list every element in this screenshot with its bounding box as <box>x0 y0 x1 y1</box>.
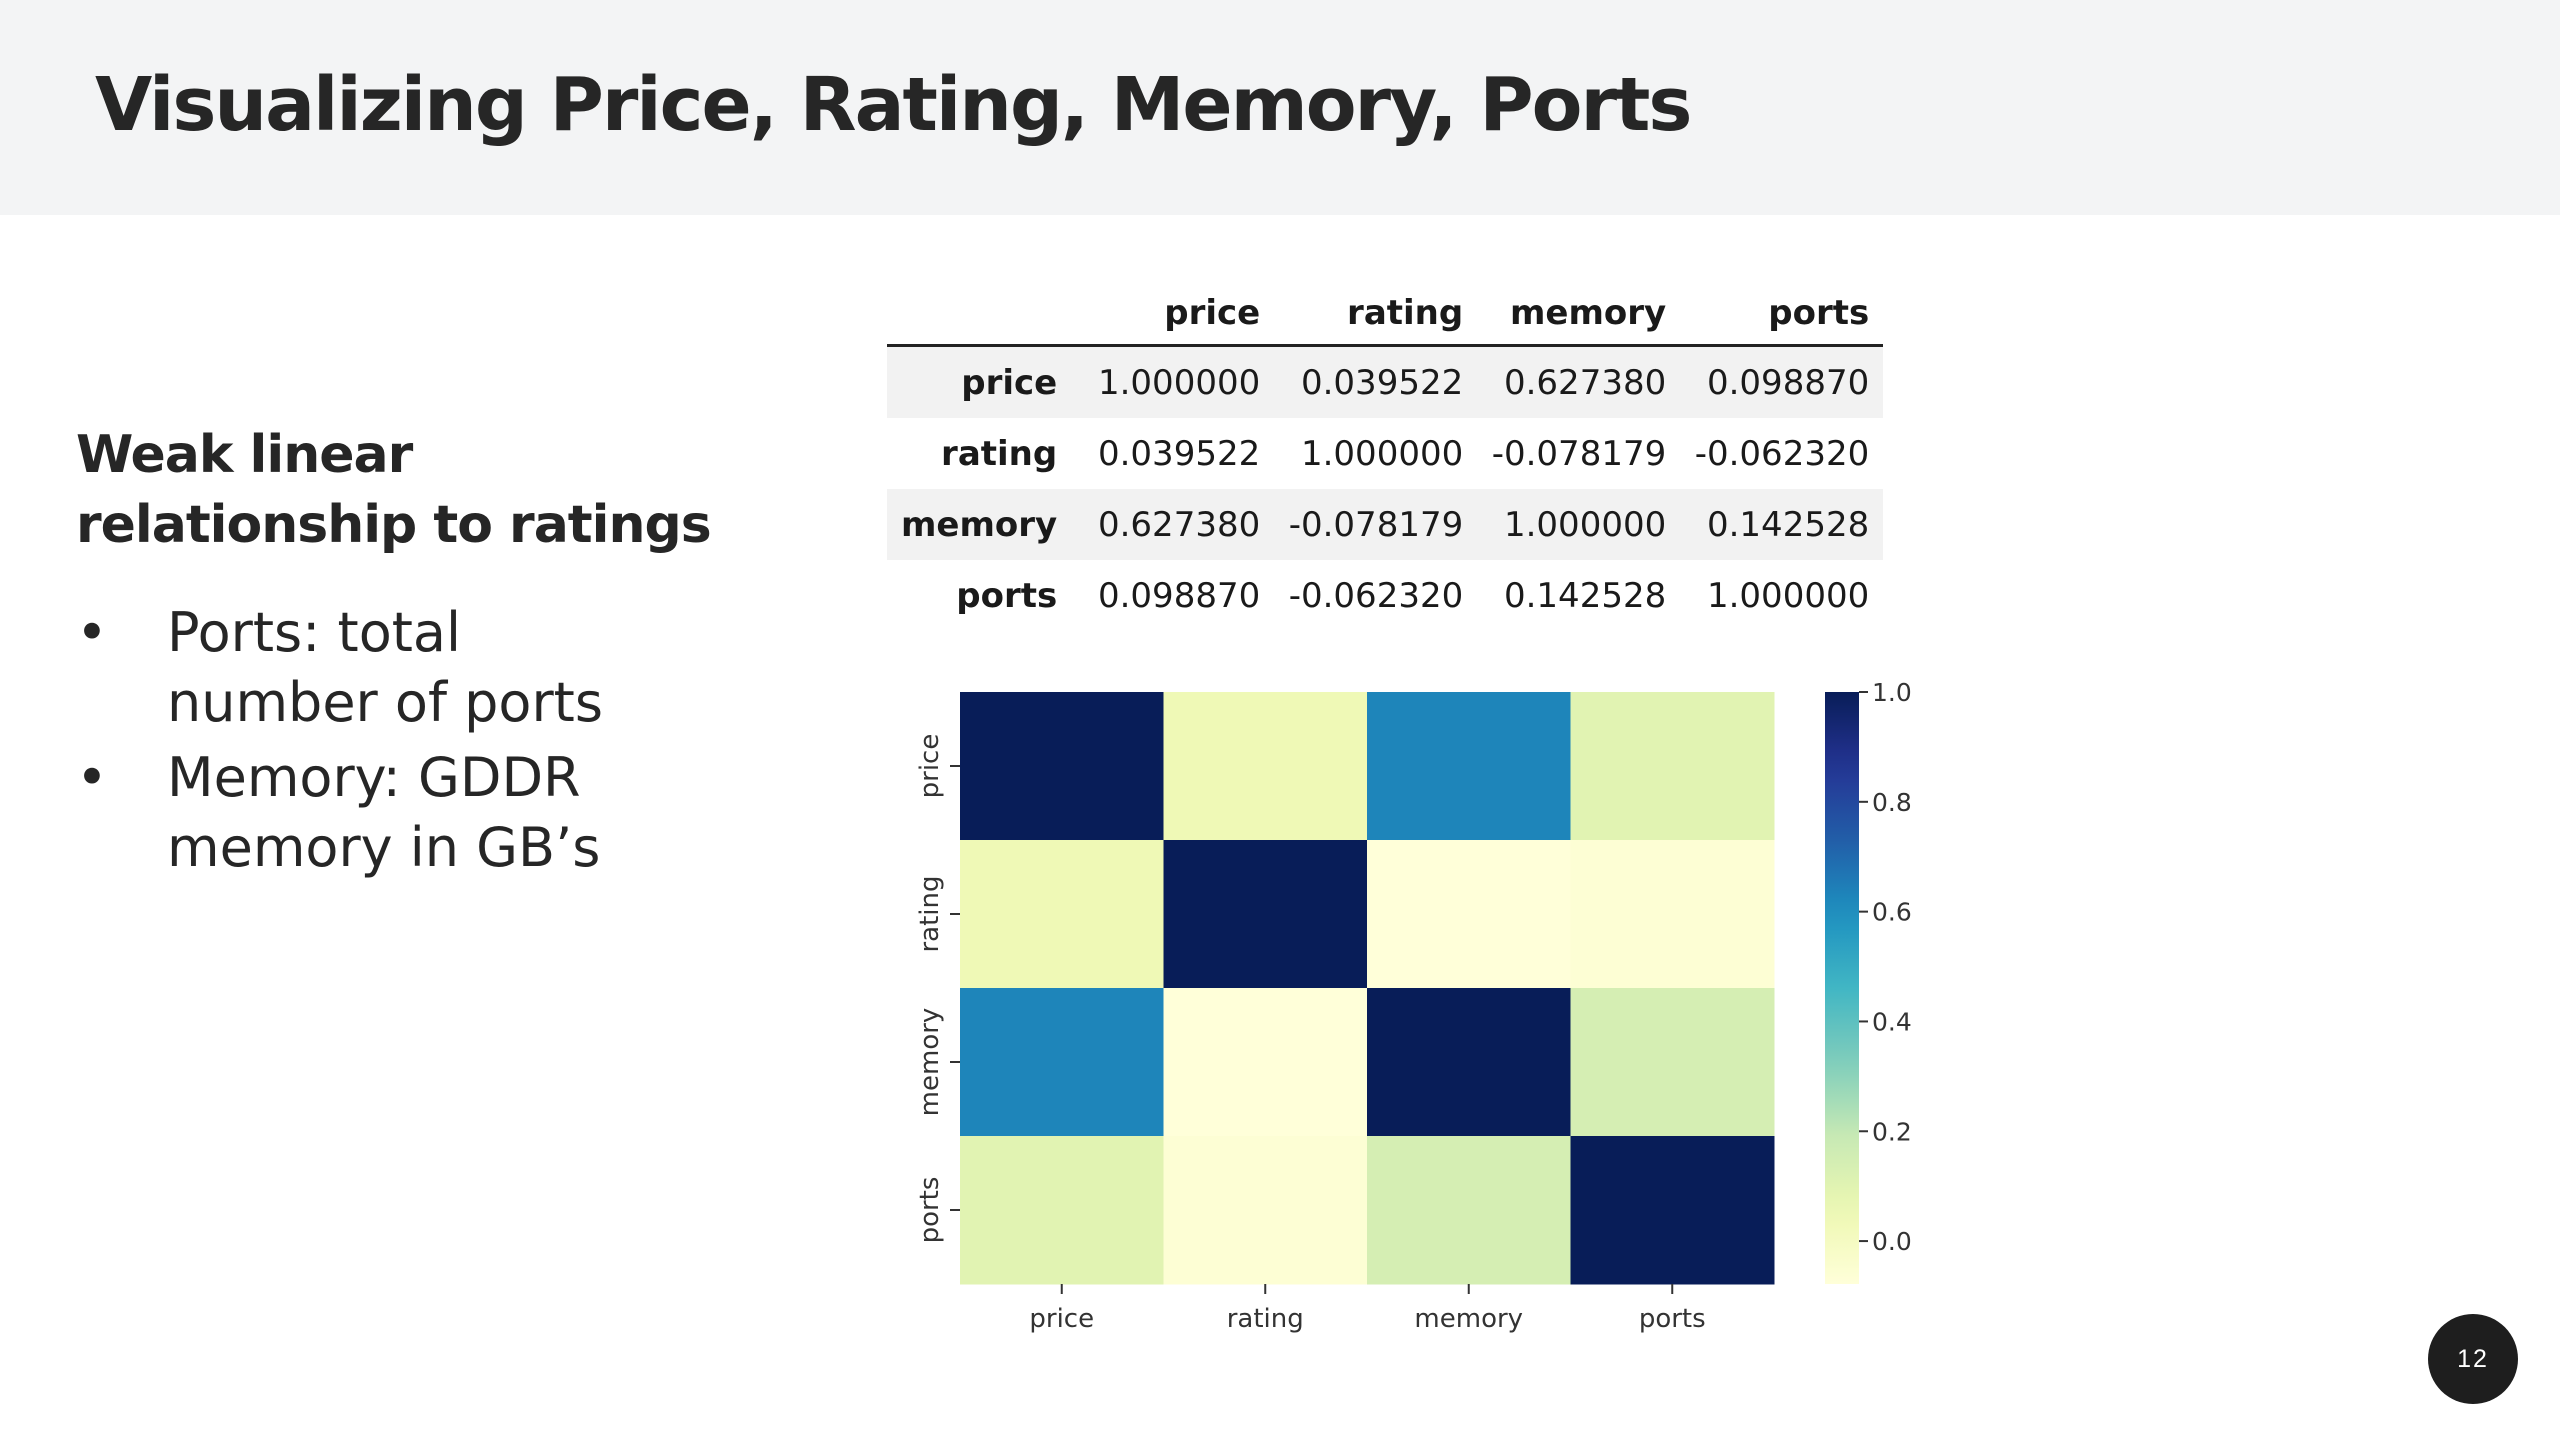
page-number: 12 <box>2457 1344 2489 1373</box>
table-cell: 0.627380 <box>1097 504 1261 545</box>
y-tick-label: ports <box>915 1177 945 1244</box>
x-tick-label: memory <box>1414 1304 1523 1334</box>
colorbar-tick-label: 0.2 <box>1872 1117 1912 1146</box>
heatmap-cell <box>1163 1136 1368 1285</box>
bullet-item-memory: • Memory: GDDR memory in GB’s <box>76 743 676 883</box>
table-cell: -0.078179 <box>1491 433 1667 474</box>
table-cell: 1.000000 <box>1300 433 1464 474</box>
x-tick-label: price <box>1029 1304 1094 1334</box>
colorbar-tick-label: 0.8 <box>1872 788 1912 817</box>
heatmap-cell <box>1367 988 1571 1137</box>
x-tick-label: rating <box>1227 1304 1304 1334</box>
table-header-row: price rating memory ports <box>887 282 1884 347</box>
table-cell: 0.039522 <box>1300 362 1464 403</box>
heatmap-cell <box>1163 692 1368 841</box>
colorbar-tick-label: 0.0 <box>1872 1227 1912 1256</box>
table-cell: 0.098870 <box>1706 362 1870 403</box>
table-cell: 0.142528 <box>1706 504 1870 545</box>
table-cell: 1.000000 <box>1503 504 1667 545</box>
y-tick-label: memory <box>915 1008 945 1117</box>
heatmap-cell <box>1570 1136 1775 1285</box>
table-cell: -0.062320 <box>1288 575 1464 616</box>
y-tick-label: price <box>915 734 945 799</box>
table-cell: 0.142528 <box>1503 575 1667 616</box>
heatmap-cell <box>1163 840 1368 989</box>
table-row: price 1.000000 0.039522 0.627380 0.09887… <box>887 345 1884 418</box>
bullet-text: Ports: total number of ports <box>167 601 603 734</box>
bullet-dot-icon: • <box>76 746 108 809</box>
slide-title: Visualizing Price, Rating, Memory, Ports <box>95 62 1692 148</box>
row-header: rating <box>941 433 1058 474</box>
row-header: memory <box>901 504 1058 545</box>
colorbar <box>1825 692 1859 1284</box>
heatmap-cell <box>1367 692 1571 841</box>
heatmap-cell <box>1367 1136 1571 1285</box>
table-cell: 1.000000 <box>1097 362 1261 403</box>
table-row: ports 0.098870 -0.062320 0.142528 1.0000… <box>887 560 1883 631</box>
bullet-text: Memory: GDDR memory in GB’s <box>167 746 601 879</box>
table-row: rating 0.039522 1.000000 -0.078179 -0.06… <box>887 418 1883 489</box>
heatmap-cell <box>960 1136 1164 1285</box>
bullet-item-ports: • Ports: total number of ports <box>76 598 676 738</box>
page-number-badge: 12 <box>2428 1314 2518 1404</box>
heatmap-cell <box>1163 988 1368 1137</box>
correlation-heatmap: price rating memory ports price rating memory p… <box>915 678 1912 1334</box>
row-header: ports <box>956 575 1058 616</box>
table-row: memory 0.627380 -0.078179 1.000000 0.142… <box>887 489 1884 560</box>
table-corner-cell <box>887 282 1072 347</box>
correlation-table: price rating memory ports price 1.000000… <box>887 282 1884 631</box>
bullet-dot-icon: • <box>76 601 108 664</box>
colorbar-tick-label: 0.6 <box>1872 898 1912 927</box>
heatmap-cell <box>1570 988 1775 1137</box>
table-cell: 0.627380 <box>1503 362 1667 403</box>
column-header: ports <box>1680 282 1884 347</box>
table-cell: -0.062320 <box>1694 433 1870 474</box>
column-header: rating <box>1274 282 1478 347</box>
title-bar: Visualizing Price, Rating, Memory, Ports <box>0 0 2560 215</box>
table-cell: 0.039522 <box>1097 433 1261 474</box>
heatmap-cell <box>960 840 1164 989</box>
colorbar-tick-label: 0.4 <box>1872 1007 1912 1036</box>
heatmap-cell <box>1570 840 1775 989</box>
column-header: memory <box>1477 282 1681 347</box>
y-tick-label: rating <box>915 875 945 952</box>
table-cell: 1.000000 <box>1706 575 1870 616</box>
heatmap-cell <box>1570 692 1775 841</box>
heatmap-cell <box>1367 840 1571 989</box>
slide-subtitle: Weak linear relationship to ratings <box>76 425 712 555</box>
table-cell: 0.098870 <box>1097 575 1261 616</box>
heatmap-cell <box>960 692 1164 841</box>
colorbar-tick-label: 1.0 <box>1872 678 1912 707</box>
bullet-list: • Ports: total number of ports • Memory:… <box>76 598 676 888</box>
row-header: price <box>961 362 1058 403</box>
heatmap-cell <box>960 988 1164 1137</box>
table-cell: -0.078179 <box>1288 504 1464 545</box>
column-header: price <box>1071 282 1275 347</box>
x-tick-label: ports <box>1639 1304 1706 1334</box>
